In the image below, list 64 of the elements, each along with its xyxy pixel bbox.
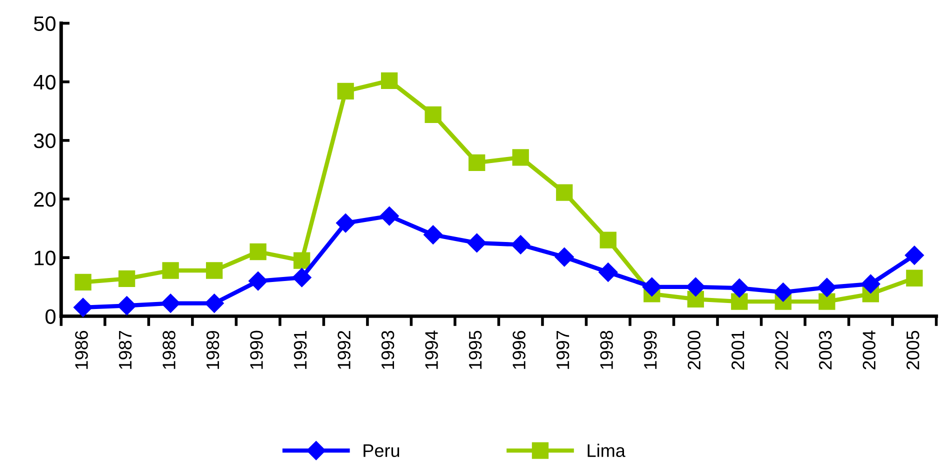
point: [380, 206, 399, 226]
point: [468, 154, 486, 172]
point: [337, 82, 354, 100]
point: [817, 278, 836, 298]
point: [336, 214, 356, 233]
x-tick-label: 1995: [468, 330, 482, 369]
x-tick-label: 1994: [425, 330, 438, 369]
point: [861, 274, 880, 294]
x-tick-label: 1990: [250, 330, 263, 369]
point: [206, 262, 223, 279]
y-tick-label: 0: [46, 309, 56, 324]
point: [730, 278, 749, 298]
point: [161, 294, 180, 313]
point: [74, 298, 93, 317]
point: [731, 293, 748, 310]
x-tick-label: 1999: [644, 330, 657, 369]
point: [248, 272, 268, 291]
point: [467, 233, 486, 252]
point: [74, 274, 92, 291]
point: [686, 277, 706, 296]
point: [906, 270, 923, 286]
y-tick-label: 40: [34, 74, 56, 90]
x-tick-label: 2003: [818, 330, 832, 370]
x-tick-label: 1996: [512, 330, 526, 369]
point: [250, 243, 266, 260]
x-tick-label: 1997: [556, 330, 570, 369]
x-tick-label: 2004: [862, 330, 876, 370]
point: [598, 262, 618, 282]
legend-label: Peru: [364, 444, 400, 458]
point: [554, 247, 574, 267]
point: [162, 262, 179, 279]
point: [292, 268, 312, 288]
point: [204, 294, 224, 313]
point: [293, 252, 310, 269]
x-tick-label: 1991: [294, 330, 307, 369]
x-tick-label: 2002: [775, 330, 788, 370]
point: [511, 235, 530, 254]
x-tick-label: 1998: [600, 330, 613, 369]
y-tick-label: 20: [34, 192, 56, 207]
point: [600, 232, 616, 248]
point: [642, 277, 662, 296]
y-tick-label: 30: [34, 133, 56, 148]
point: [904, 246, 924, 265]
x-tick-label: 2001: [731, 330, 744, 370]
x-tick-label: 1988: [162, 330, 176, 369]
x-tick-label: 1987: [118, 330, 132, 369]
point: [424, 225, 443, 244]
x-tick-label: 1989: [206, 330, 220, 369]
point: [381, 72, 398, 89]
y-tick-label: 50: [34, 16, 56, 32]
x-tick-label: 2000: [688, 330, 700, 370]
x-tick-label: 1986: [75, 330, 88, 369]
x-tick-label: 1992: [338, 330, 350, 369]
x-tick-label: 2005: [906, 330, 920, 370]
point: [774, 282, 793, 302]
y-tick-label: 10: [34, 250, 56, 266]
point: [818, 293, 836, 310]
point: [512, 149, 529, 166]
x-tick-label: 1993: [381, 330, 394, 369]
point: [117, 296, 136, 316]
point: [556, 184, 573, 201]
point: [118, 270, 136, 288]
legend-label: Lima: [588, 444, 626, 458]
point: [424, 106, 442, 123]
